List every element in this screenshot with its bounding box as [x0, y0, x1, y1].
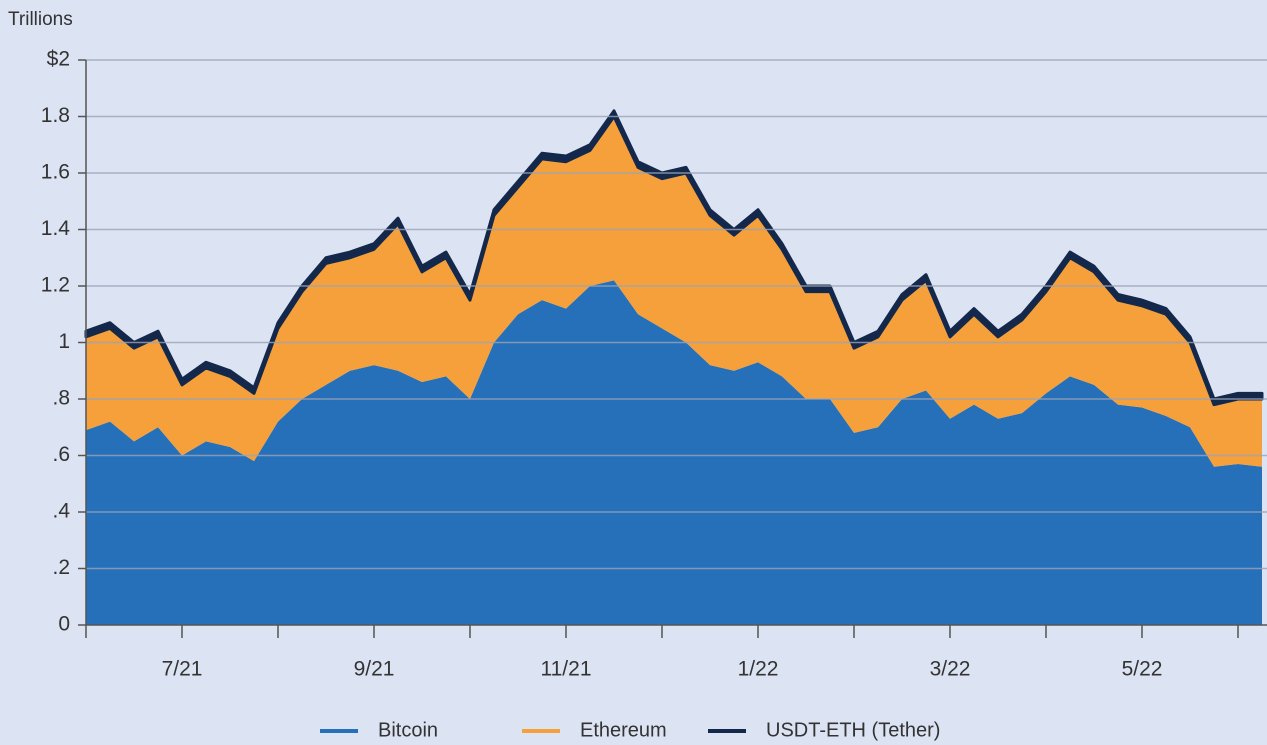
y-tick-label: 1.4 — [41, 217, 71, 240]
x-tick-label: 7/21 — [162, 658, 203, 681]
area-0 — [86, 280, 1262, 625]
x-tick-label: 3/22 — [930, 658, 971, 681]
y-tick-label: $2 — [47, 48, 70, 71]
y-tick-label: 1 — [58, 330, 70, 353]
x-tick-label: 11/21 — [541, 658, 592, 681]
y-tick-label: 0 — [58, 613, 70, 636]
y-tick-label: .4 — [52, 500, 70, 523]
y-tick-label: 1.6 — [41, 161, 70, 184]
y-tick-label: 1.8 — [41, 104, 70, 127]
x-tick-label: 5/22 — [1122, 658, 1163, 681]
y-tick-label: .8 — [52, 387, 70, 410]
area-1 — [86, 116, 1262, 467]
legend-label: Ethereum — [580, 719, 667, 741]
y-axis-label: Trillions — [8, 9, 73, 30]
y-tick-label: 1.2 — [41, 274, 70, 297]
legend-label: Bitcoin — [378, 719, 438, 741]
y-tick-label: .6 — [52, 443, 70, 466]
y-tick-label: .2 — [52, 556, 70, 579]
x-tick-label: 9/21 — [354, 658, 395, 681]
legend-label: USDT-ETH (Tether) — [766, 719, 940, 741]
x-tick-label: 1/22 — [738, 658, 779, 681]
